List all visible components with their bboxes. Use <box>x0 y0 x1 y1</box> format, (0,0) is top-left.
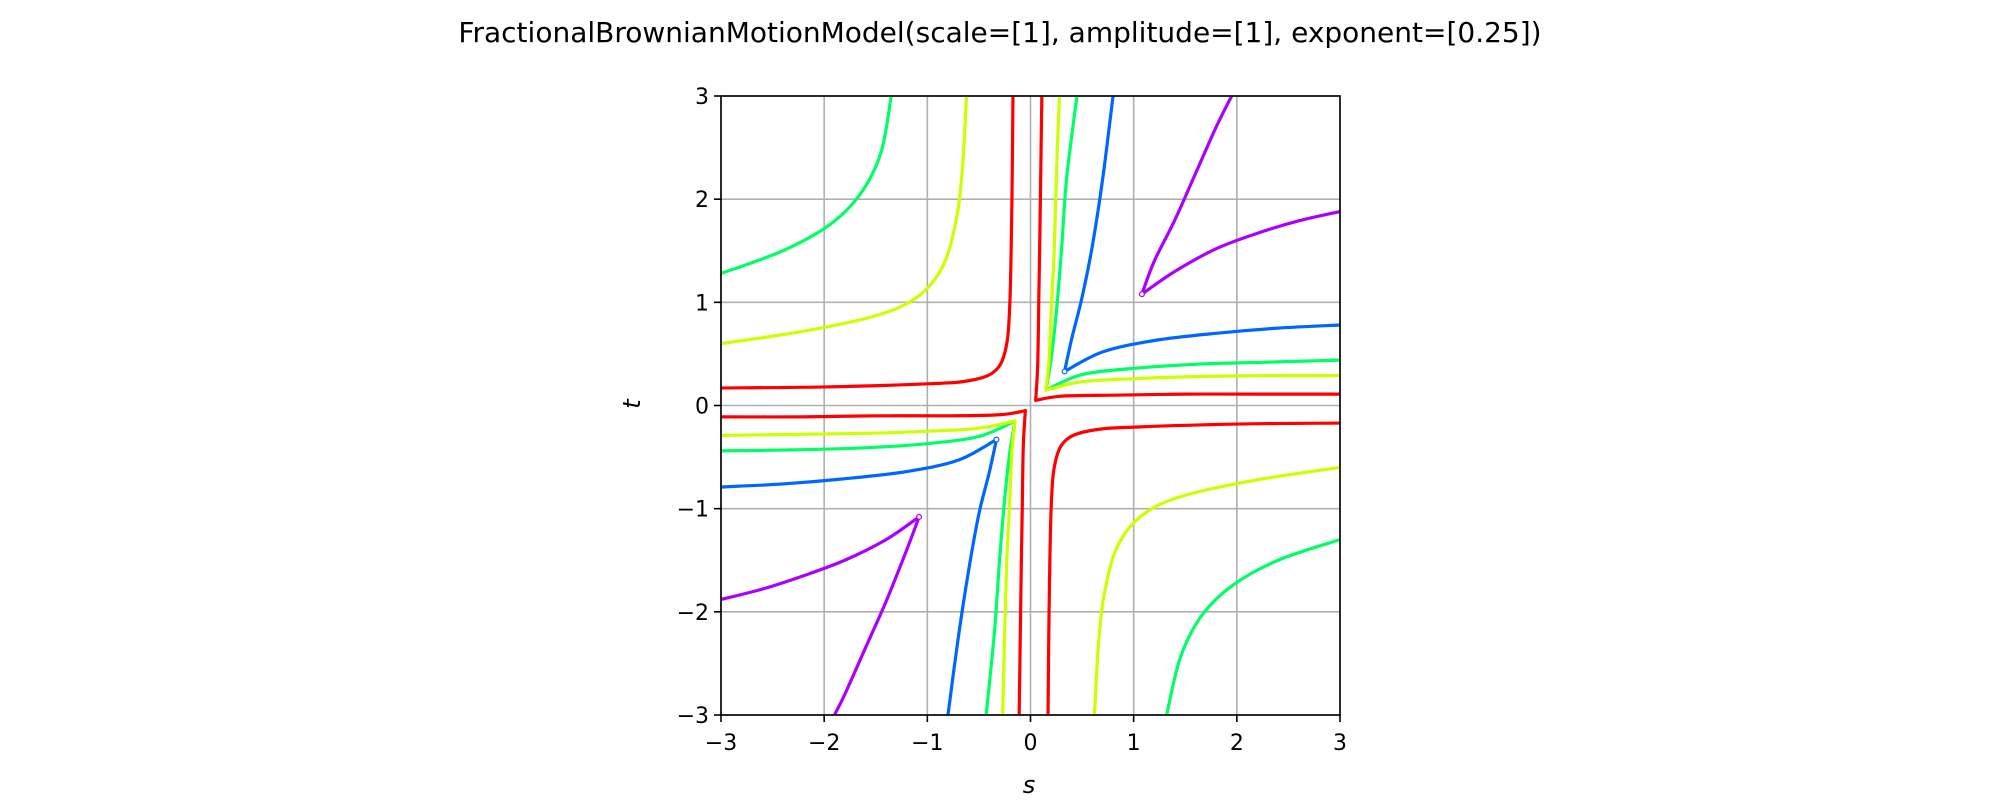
cusp-point <box>1138 291 1145 298</box>
contour-branch <box>721 515 921 602</box>
contour-branch <box>1046 421 1340 715</box>
contour-series-1 <box>721 96 1340 715</box>
x-tick-label: 3 <box>1333 731 1347 756</box>
contour-branch <box>946 437 999 715</box>
x-tick-label: −3 <box>705 731 737 756</box>
contour-series-2 <box>721 96 1340 715</box>
y-tick-label: 3 <box>695 85 709 110</box>
contour-branch <box>1165 538 1340 715</box>
x-tick-label: −1 <box>911 731 943 756</box>
contour-branch <box>721 437 999 489</box>
contour-series-5 <box>721 96 1340 715</box>
chart-title: FractionalBrownianMotionModel(scale=[1],… <box>458 16 1541 49</box>
x-tick-label: −2 <box>808 731 840 756</box>
contour-branch <box>1062 96 1115 374</box>
contour-series-3 <box>721 96 1340 715</box>
contour-branch <box>1001 419 1017 715</box>
contour-branch <box>1140 96 1234 296</box>
y-axis-label: t <box>618 398 646 409</box>
contour-branch <box>1092 465 1340 715</box>
contour-branch <box>1044 96 1061 392</box>
contour-branch <box>721 419 1017 453</box>
contour-branch <box>721 96 1015 390</box>
cusp-point <box>993 436 1000 443</box>
contour-branch <box>1062 323 1340 374</box>
contour-branch <box>721 419 1017 438</box>
cusp-point <box>916 513 923 520</box>
contour-branch <box>1044 373 1340 392</box>
x-tick-label: 1 <box>1127 731 1141 756</box>
contour-branch <box>721 409 1027 419</box>
cusp-point <box>1061 368 1068 375</box>
x-axis-label: s <box>1023 771 1036 799</box>
y-tick-label: 1 <box>695 291 709 316</box>
y-tick-label: 0 <box>695 395 709 420</box>
contour-branch <box>1044 358 1340 392</box>
contour-branch <box>1017 409 1027 715</box>
contour-branch <box>984 419 1017 715</box>
y-tick-label: −1 <box>677 498 709 523</box>
y-tick-label: −3 <box>677 704 709 729</box>
x-tick-label: 0 <box>1024 731 1038 756</box>
contour-branch <box>1044 96 1079 392</box>
ticks-layer: −3 −2 −1 0 1 2 3 −3 −2 −1 0 1 2 3 <box>677 85 1347 756</box>
y-tick-label: −2 <box>677 601 709 626</box>
contour-branch <box>832 515 921 715</box>
contour-branch <box>721 96 969 346</box>
x-tick-label: 2 <box>1230 731 1244 756</box>
plot-area <box>721 96 1340 715</box>
contour-branch <box>1140 209 1340 296</box>
curves-layer <box>721 96 1340 715</box>
contour-series-4 <box>721 96 1340 715</box>
contour-branch <box>1034 392 1340 402</box>
contour-branch <box>721 96 893 276</box>
contour-branch <box>1034 96 1044 402</box>
y-tick-label: 2 <box>695 188 709 213</box>
